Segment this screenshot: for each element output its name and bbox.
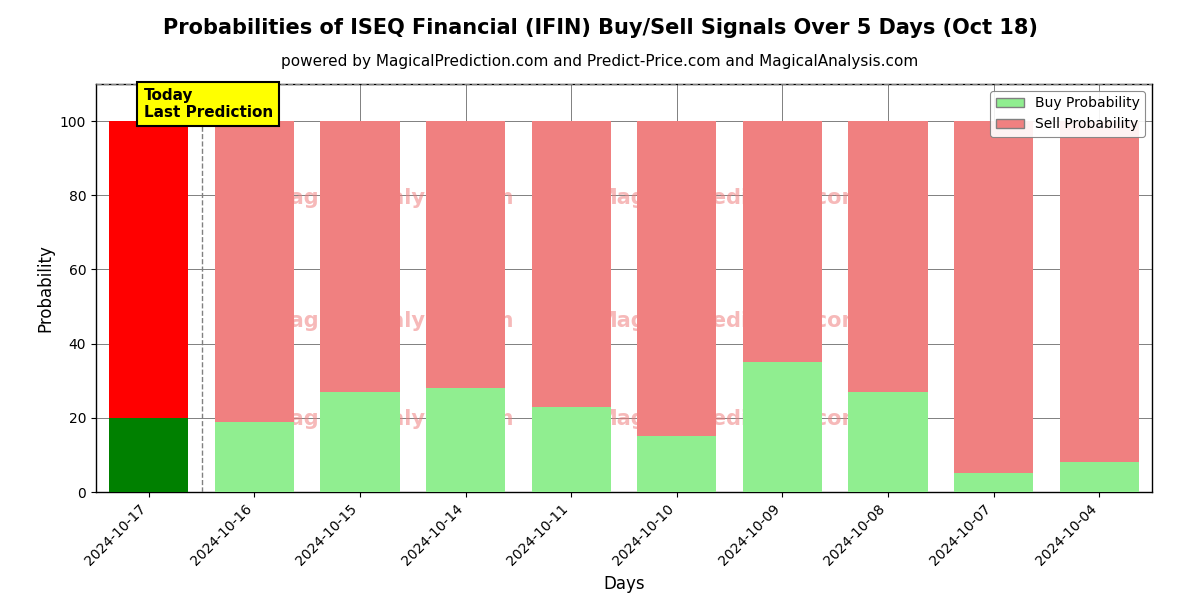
Bar — [426, 121, 505, 388]
Text: powered by MagicalPrediction.com and Predict-Price.com and MagicalAnalysis.com: powered by MagicalPrediction.com and Pre… — [281, 54, 919, 69]
Bar — [848, 121, 928, 392]
Text: Today
Last Prediction: Today Last Prediction — [144, 88, 272, 120]
Bar — [215, 121, 294, 422]
Bar — [743, 362, 822, 492]
Bar — [743, 121, 822, 362]
Bar — [426, 388, 505, 492]
Legend: Buy Probability, Sell Probability: Buy Probability, Sell Probability — [990, 91, 1145, 137]
Y-axis label: Probability: Probability — [36, 244, 54, 332]
Bar — [637, 121, 716, 436]
Text: MagicalPrediction.com: MagicalPrediction.com — [596, 311, 863, 331]
Text: MagicalPrediction.com: MagicalPrediction.com — [596, 188, 863, 208]
Bar — [320, 121, 400, 392]
Bar — [1060, 121, 1139, 463]
Bar — [848, 392, 928, 492]
Bar — [954, 121, 1033, 473]
Text: MagicalAnalysis.com: MagicalAnalysis.com — [270, 188, 514, 208]
Text: MagicalAnalysis.com: MagicalAnalysis.com — [270, 409, 514, 428]
Bar — [109, 418, 188, 492]
Bar — [320, 392, 400, 492]
Bar — [637, 436, 716, 492]
Text: Probabilities of ISEQ Financial (IFIN) Buy/Sell Signals Over 5 Days (Oct 18): Probabilities of ISEQ Financial (IFIN) B… — [162, 18, 1038, 38]
Text: MagicalAnalysis.com: MagicalAnalysis.com — [270, 311, 514, 331]
Text: MagicalPrediction.com: MagicalPrediction.com — [596, 409, 863, 428]
Bar — [1060, 463, 1139, 492]
X-axis label: Days: Days — [604, 575, 644, 593]
Bar — [532, 407, 611, 492]
Bar — [109, 121, 188, 418]
Bar — [215, 422, 294, 492]
Bar — [954, 473, 1033, 492]
Bar — [532, 121, 611, 407]
